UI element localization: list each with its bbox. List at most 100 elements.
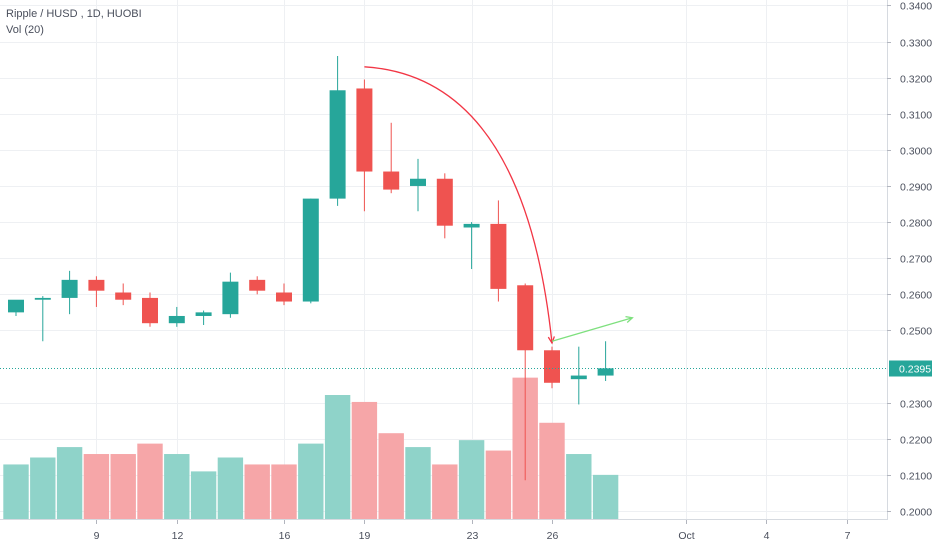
volume-bar	[56, 447, 83, 520]
volume-bar	[324, 395, 351, 520]
volume-bar	[244, 464, 270, 520]
price-tick-label: 0.2300	[900, 399, 932, 411]
candle-body	[436, 178, 453, 226]
candle	[8, 299, 24, 316]
volume-bar	[83, 454, 110, 520]
red-curved-arrow	[364, 66, 555, 345]
candle-body	[249, 279, 266, 291]
candle	[544, 346, 560, 389]
candle	[490, 200, 507, 302]
price-tick-label: 0.3000	[900, 146, 932, 158]
candle	[276, 283, 292, 306]
price-tick-label: 0.2000	[900, 507, 932, 519]
candle-body	[115, 292, 132, 300]
price-tick-label: 0.2500	[900, 326, 932, 338]
volume-bar	[110, 454, 136, 520]
candle	[88, 276, 105, 307]
candle	[168, 306, 185, 327]
time-tick-label: 19	[359, 530, 371, 542]
time-tick-label: 4	[764, 530, 770, 542]
arrow-line	[364, 66, 553, 344]
candle-body	[597, 368, 614, 376]
arrow-head	[547, 336, 555, 345]
candle-body	[490, 223, 507, 289]
volume-bar	[137, 443, 163, 520]
volume-bar	[592, 474, 619, 520]
candle-body	[8, 299, 24, 313]
last-price-label: 0.2395	[899, 364, 931, 376]
price-tick-label: 0.3100	[900, 110, 932, 122]
candle-body	[61, 279, 78, 298]
price-tick-label: 0.3200	[900, 74, 932, 86]
price-axis[interactable]: 0.3400 0.3300 0.3200 0.3100 0.3000 0.2900 0.28…	[887, 1, 932, 519]
time-tick-label: 26	[547, 530, 559, 542]
candle	[597, 341, 614, 381]
volume-bar	[539, 422, 565, 520]
candle	[329, 55, 346, 206]
volume-bar	[351, 401, 378, 520]
price-tick-label: 0.2200	[900, 435, 932, 447]
candle-body	[88, 279, 105, 291]
candle	[517, 283, 534, 481]
volume-bar	[271, 464, 297, 520]
candle	[302, 198, 319, 304]
price-tick-label: 0.2700	[900, 254, 932, 266]
time-tick-label: 16	[279, 530, 291, 542]
volume-bar	[217, 457, 244, 520]
grid-lines	[0, 0, 887, 520]
time-tick-label: 9	[94, 530, 100, 542]
price-tick-label: 0.2800	[900, 218, 932, 230]
candle	[195, 310, 212, 325]
candle-body	[276, 292, 292, 302]
last-price-badge	[889, 360, 932, 377]
candle	[570, 346, 587, 405]
price-tick-label: 0.2900	[900, 182, 932, 194]
time-tick-label: 12	[172, 530, 184, 542]
candle	[436, 173, 453, 239]
candle-body	[544, 350, 560, 383]
candle-body	[570, 375, 587, 380]
candle	[222, 272, 239, 318]
green-arrow	[551, 315, 634, 342]
candle-body	[356, 88, 373, 172]
time-tick-label: Oct	[678, 530, 694, 542]
price-tick-label: 0.2100	[900, 471, 932, 483]
volume-bar	[30, 457, 56, 520]
candle	[463, 222, 480, 270]
candle-body	[195, 312, 212, 316]
candle-body	[34, 297, 51, 300]
volume-bar	[566, 454, 592, 520]
volume-bar	[405, 447, 431, 520]
candle-body	[302, 198, 319, 302]
price-tick-label: 0.3300	[900, 38, 932, 50]
candle-body	[410, 178, 426, 186]
volume-bar	[432, 464, 458, 520]
candle-body	[142, 297, 158, 324]
candle	[115, 283, 132, 306]
volume-bar	[164, 454, 190, 520]
arrow-line	[551, 317, 633, 342]
annotations	[364, 66, 634, 345]
price-tick-label: 0.2600	[900, 290, 932, 302]
candle-body	[517, 285, 534, 351]
time-tick-label: 23	[467, 530, 479, 542]
volume-bar	[298, 443, 324, 520]
volume-bar	[190, 471, 217, 520]
last-price-marker: 0.2395	[0, 360, 932, 377]
candle	[410, 158, 426, 212]
volume-bar	[485, 450, 512, 520]
volume-bar	[378, 433, 404, 520]
candle	[142, 292, 158, 327]
candle	[34, 296, 51, 342]
arrow-head	[625, 315, 634, 323]
candle	[249, 276, 266, 295]
candlesticks	[8, 55, 614, 481]
time-tick-label: 7	[845, 530, 851, 542]
candle-body	[168, 315, 185, 324]
volume-bar	[3, 464, 29, 520]
candle	[383, 122, 400, 194]
candle-body	[329, 90, 346, 199]
time-axis[interactable]: 9 12 16 19 23 26 Oct 4 7	[94, 520, 851, 542]
candle	[61, 270, 78, 315]
